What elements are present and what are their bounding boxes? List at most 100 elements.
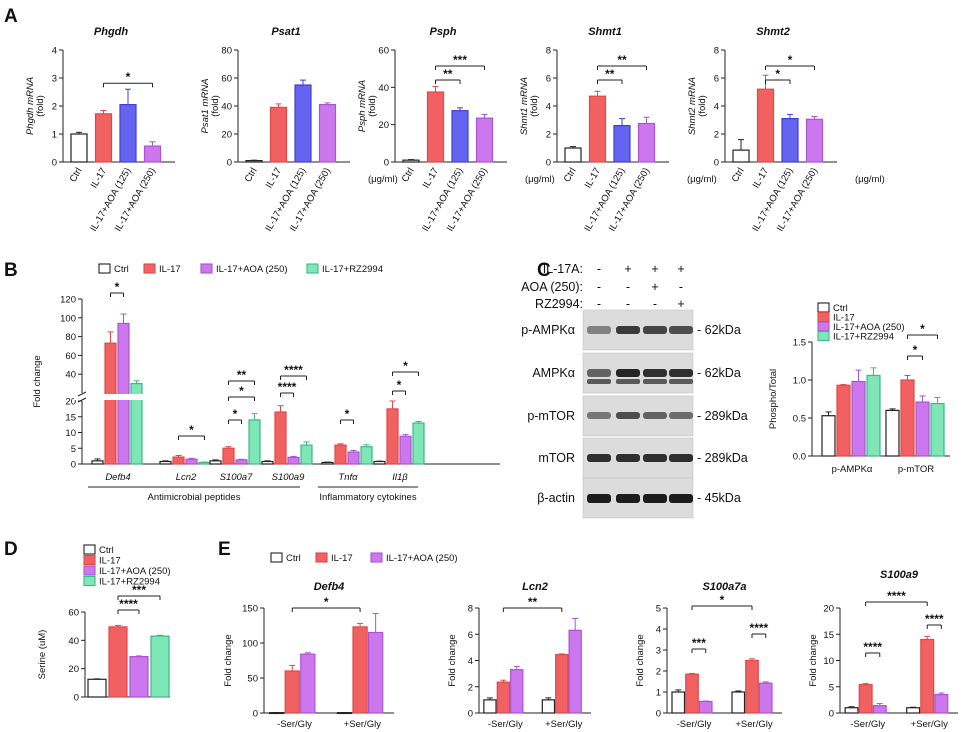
bar (117, 322, 130, 465)
lane-sign: + (677, 297, 684, 311)
y-tick-label: 0 (714, 158, 719, 169)
chart-title: Lcn2 (522, 581, 548, 593)
x-tick-label: Tnfα (338, 472, 358, 483)
blot-band (616, 326, 640, 334)
significance-label: * (913, 343, 918, 357)
x-tick-label: -Ser/Gly (677, 719, 712, 730)
lane-sign: - (626, 297, 630, 311)
lane-sign: - (597, 262, 601, 276)
chart-title: Defb4 (314, 581, 345, 593)
y-tick-label: 0 (227, 158, 232, 169)
x-tick-label: Ctrl (730, 166, 747, 184)
y-axis-label: Shmt1 mRNA (519, 77, 530, 135)
blot-band (643, 326, 667, 334)
bar (920, 638, 935, 714)
blot-band (616, 369, 640, 377)
blot-band (643, 412, 667, 419)
axis-break-mark (77, 391, 87, 397)
significance-label: * (115, 280, 120, 294)
band-size: - 62kDa (697, 366, 741, 380)
y-axis-label: Serine (uM) (37, 630, 48, 680)
band-label: p-AMPKα (521, 323, 575, 337)
y-tick-label: 0 (829, 709, 834, 720)
y-tick-label: 40 (68, 636, 79, 647)
y-tick-label: 1.0 (793, 376, 806, 387)
x-tick-label: Ctrl (562, 166, 579, 184)
y-tick-label: 120 (60, 295, 76, 306)
legend-swatch (143, 263, 156, 274)
significance-label: * (345, 407, 350, 421)
lane-sign: + (624, 262, 631, 276)
y-tick-label: 0 (74, 693, 79, 704)
blot-band (587, 454, 611, 462)
legend-label: IL-17+RZ2994 (99, 577, 160, 588)
legend-label: IL-17+AOA (250) (99, 566, 171, 577)
x-tick-label: IL-17 (751, 166, 771, 190)
bar (129, 656, 149, 698)
y-axis-label: Psph mRNA (357, 80, 368, 132)
x-tick-label: Ctrl (400, 166, 417, 184)
bar (637, 122, 656, 163)
unit-label: (μg/ml) (525, 174, 555, 185)
x-tick-label: -Ser/Gly (488, 719, 523, 730)
blot-band (643, 369, 667, 377)
y-tick-label: 8 (714, 46, 719, 57)
y-tick-label: 0 (71, 460, 76, 471)
bar (284, 670, 300, 714)
y-tick-label: 0 (384, 158, 389, 169)
bar (930, 402, 945, 457)
x-tick-label: Ctrl (243, 166, 260, 184)
bar (300, 653, 316, 714)
significance-label: **** (863, 640, 882, 654)
y-axis-label: Fold change (447, 634, 458, 686)
chart-title: S100a7a (702, 581, 746, 593)
legend-label: IL-17 (159, 264, 181, 275)
legend-label: IL-17 (833, 313, 855, 324)
bar (402, 159, 420, 163)
unit-label: (μg/ml) (687, 174, 717, 185)
unit-label: (μg/ml) (855, 174, 885, 185)
y-tick-label: 40 (65, 370, 76, 381)
legend-swatch (83, 575, 96, 587)
y-tick-label: 4 (714, 102, 719, 113)
bar (475, 117, 494, 163)
bar (130, 383, 143, 465)
y-tick-label: 2 (656, 667, 661, 678)
blot-band (616, 412, 640, 419)
chart-E4: S100a9 0 5 10 15 20 Fold change -Ser/Gly +Ser/Gl… (808, 569, 958, 730)
legend-label: Ctrl (114, 264, 129, 275)
lane-sign: + (677, 262, 684, 276)
y-tick-label: 40 (378, 83, 389, 94)
y-axis-label: (fold) (529, 95, 540, 117)
significance-label: * (775, 67, 780, 81)
bar (91, 460, 104, 465)
panel-letter-b: B (4, 260, 18, 281)
legend-swatch (270, 552, 283, 563)
bar (245, 160, 263, 163)
legend-label: IL-17+AOA (250) (386, 553, 458, 564)
chart-E3: S100a7a 0 1 2 3 4 5 Fold change -Ser/Gly +Ser/Gly… (635, 581, 782, 730)
x-tick-label: S100a7 (220, 472, 253, 483)
x-tick-label: IL-17 (89, 166, 109, 190)
chart-B: Ctrl IL-17 IL-17+AOA (250) IL-17+RZ2994 0 5 10… (32, 263, 504, 503)
bar (108, 626, 128, 698)
blot-band (587, 379, 611, 384)
bar (412, 422, 425, 465)
y-tick-label: 6 (546, 74, 551, 85)
significance-label: *** (453, 53, 467, 67)
axis-break-gap (74, 394, 504, 400)
x-tick-label: Il1β (392, 472, 408, 483)
bar (731, 691, 746, 714)
chart-E1: Defb4 0 50 100 150 Fold change -Ser/Gly +Ser/Gl… (223, 581, 394, 730)
legend-swatch (817, 330, 830, 342)
significance-label: **** (119, 597, 138, 611)
bar (781, 117, 799, 163)
y-tick-label: 6 (714, 74, 719, 85)
y-tick-label: 20 (68, 664, 79, 675)
blot-band (669, 494, 693, 503)
y-axis-label: Fold change (808, 634, 819, 686)
lane-sign: + (651, 262, 658, 276)
y-tick-label: 0 (468, 709, 473, 720)
y-tick-label: 2 (468, 682, 473, 693)
